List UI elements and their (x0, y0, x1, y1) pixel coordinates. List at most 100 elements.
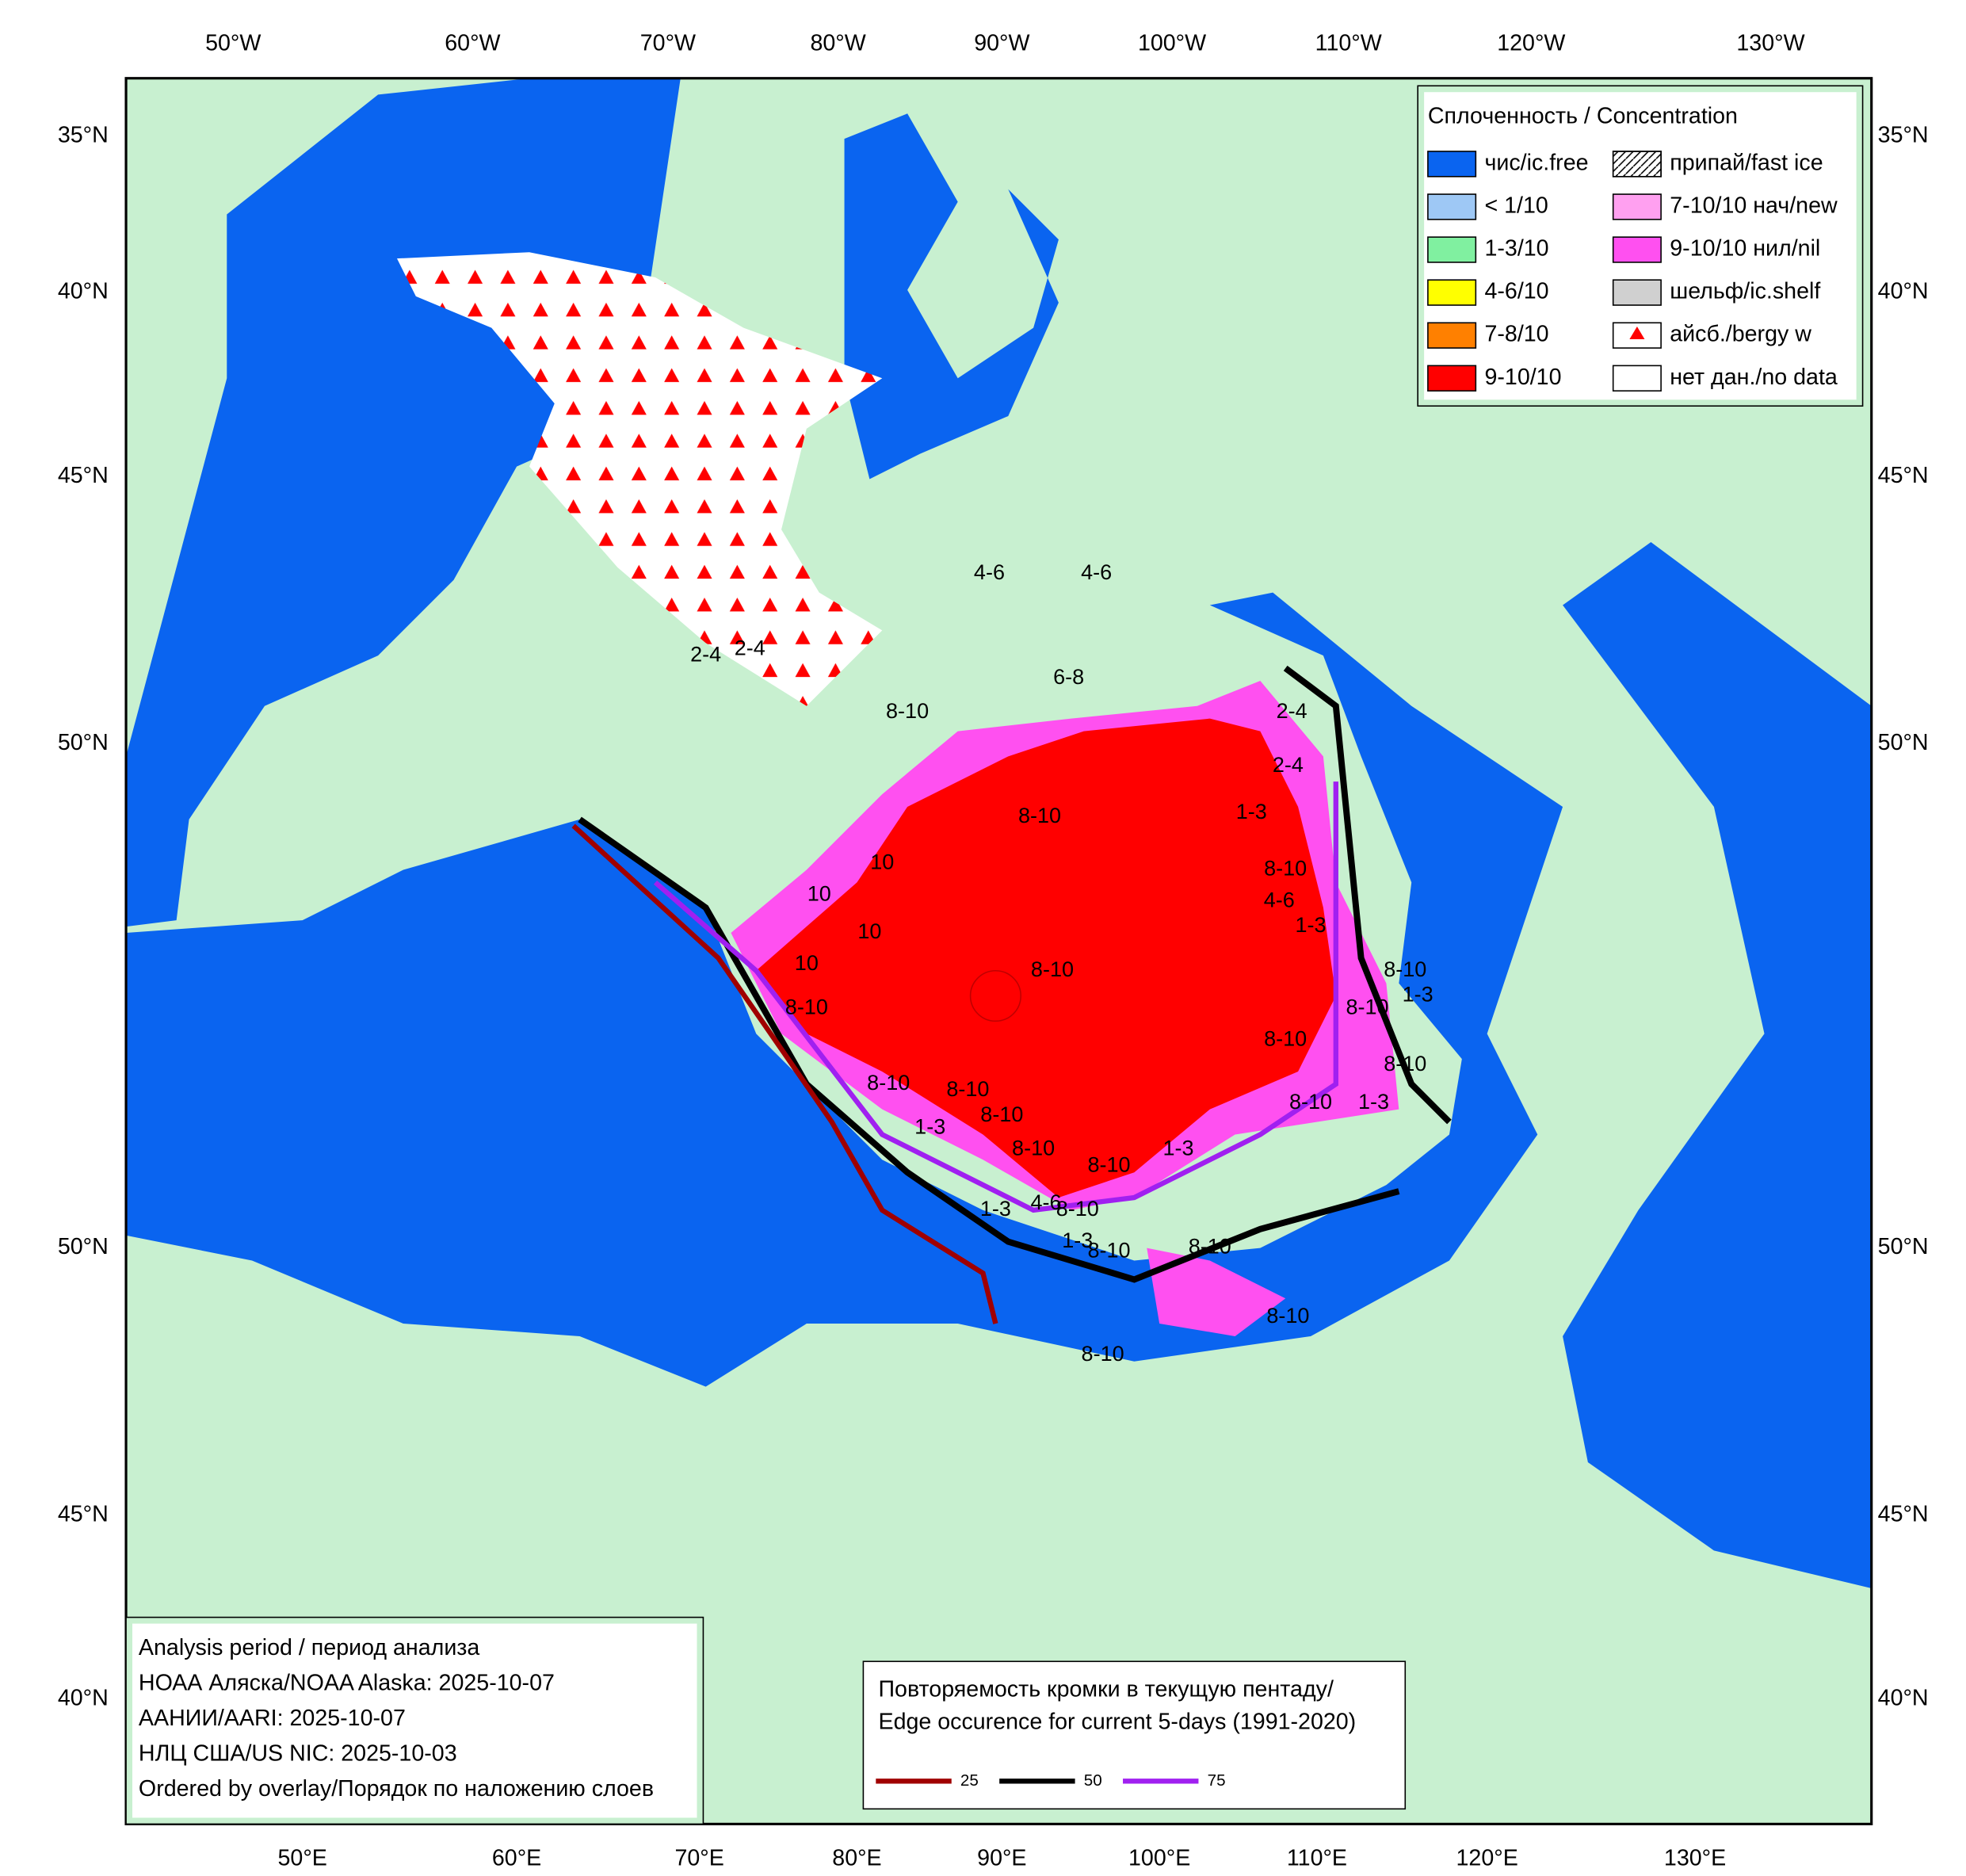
ice-label: 4-6 (1030, 1190, 1061, 1214)
legend-label: 9-10/10 нил/nil (1670, 236, 1820, 262)
legend-label: 7-8/10 (1484, 322, 1548, 347)
ice-label: 8-10 (1082, 1342, 1124, 1366)
edge-legend (862, 1660, 1407, 1810)
ice-9-10 (756, 718, 1336, 1198)
ice-label: 8-10 (785, 995, 828, 1019)
legend-label: айсб./bergy w (1670, 322, 1811, 347)
legend-swatch (1427, 193, 1477, 220)
ice-label: 8-10 (1018, 804, 1061, 827)
lat-label: 50°N (58, 1234, 109, 1259)
edge-legend-title: Edge occurence for current 5-days (1991-… (878, 1710, 1356, 1735)
legend-swatch (1612, 279, 1662, 306)
ice-label: 8-10 (980, 1102, 1023, 1126)
nilas (1147, 1247, 1286, 1336)
ice-label: 8-10 (1264, 857, 1307, 881)
legend-swatch (1612, 365, 1662, 392)
lon-label: 120°E (1456, 1846, 1518, 1871)
info-line: ААНИИ/AARI: 2025-10-07 (139, 1706, 406, 1731)
ocean (126, 592, 1563, 1387)
pole (969, 969, 1022, 1022)
edge-legend-label: 25 (960, 1771, 979, 1790)
lon-label: 70°E (674, 1846, 723, 1871)
ice-label: 8-10 (867, 1071, 910, 1095)
ice-label: 2-4 (690, 642, 721, 666)
lon-label: 90°E (977, 1846, 1026, 1871)
lat-label: 45°N (1878, 1501, 1929, 1526)
ice-label: 8-10 (946, 1077, 989, 1101)
lon-label: 80°E (832, 1846, 881, 1871)
ice-label: 8-10 (1087, 1152, 1130, 1176)
ice-label: 10 (795, 951, 819, 975)
lon-label: 130°E (1664, 1846, 1726, 1871)
legend-swatch (1427, 236, 1477, 263)
edge-legend-title: Повторяемость кромки в текущую пентаду/ (878, 1676, 1333, 1702)
lat-label: 50°N (58, 730, 109, 755)
ice-label: 8-10 (1289, 1090, 1332, 1114)
edge-75 (653, 781, 1338, 1213)
ice-label: 10 (807, 881, 831, 905)
edge-50 (578, 816, 1400, 1283)
info-line: НОАА Аляска/NOAA Alaska: 2025-10-07 (139, 1670, 555, 1695)
lat-label: 40°N (58, 279, 109, 304)
ice-label: 1-3 (1162, 1137, 1193, 1160)
lat-label: 40°N (58, 1686, 109, 1711)
lon-label: 70°W (640, 30, 696, 55)
ice-label: 1-3 (1062, 1228, 1093, 1252)
lon-label: 130°W (1736, 30, 1804, 55)
ice-label: 1-3 (914, 1115, 945, 1139)
map-frame (124, 77, 1873, 1826)
ice-label: 1-3 (1295, 913, 1326, 937)
lat-label: 45°N (1878, 463, 1929, 488)
edge-legend-label: 50 (1084, 1771, 1102, 1790)
lat-label: 40°N (1878, 1686, 1929, 1711)
info-line: Ordered by overlay/Порядок по наложению … (139, 1776, 654, 1801)
ice-label: 10 (857, 919, 881, 943)
ice-label: 8-10 (1087, 1239, 1130, 1263)
legend-title: Сплоченность / Concentration (1428, 104, 1738, 129)
lon-label: 100°W (1138, 30, 1206, 55)
legend: Сплоченность / Concentration чис/ic.free… (1417, 85, 1864, 407)
ice-label: 4-6 (1264, 888, 1295, 911)
ice-label: 4-6 (1081, 560, 1112, 584)
lon-label: 100°E (1128, 1846, 1190, 1871)
lat-label: 35°N (58, 122, 109, 147)
ice-label: 2-4 (735, 636, 765, 659)
legend-label: 9-10/10 (1484, 365, 1561, 390)
ice-label: 8-10 (1384, 1052, 1426, 1076)
info-line: НЛЦ США/US NIC: 2025-10-03 (139, 1741, 457, 1767)
info-box (125, 1616, 704, 1825)
bergy-water (396, 252, 883, 706)
ice-label: 2-4 (1277, 699, 1307, 723)
ice-label: 8-10 (1031, 957, 1074, 981)
lon-label: 50°E (278, 1846, 327, 1871)
edge-legend-label: 75 (1208, 1771, 1226, 1790)
ice-label: 8-10 (1056, 1197, 1099, 1221)
legend-swatch (1427, 279, 1477, 306)
legend-label: 7-10/10 нач/new (1670, 193, 1838, 219)
lat-label: 35°N (1878, 122, 1929, 147)
ice-label: 1-3 (1358, 1090, 1389, 1114)
lon-label: 50°W (205, 30, 261, 55)
edge-50 (1283, 665, 1452, 1125)
legend-label: < 1/10 (1484, 193, 1548, 219)
ice-label: 8-10 (1346, 995, 1389, 1019)
ice-label: 1-3 (1403, 983, 1433, 1007)
bay (844, 113, 1059, 480)
lon-label: 60°W (445, 30, 500, 55)
ice-label: 6-8 (1053, 665, 1084, 689)
lon-label: 120°W (1497, 30, 1565, 55)
ice-label: 4-6 (974, 560, 1005, 584)
lon-label: 110°W (1315, 30, 1382, 55)
ice-label: 1-3 (980, 1197, 1011, 1221)
legend-swatch (1612, 236, 1662, 263)
ice-label: 8-10 (886, 699, 929, 723)
ocean (1563, 542, 1872, 1589)
info-inner (132, 1623, 697, 1818)
ice-label: 8-10 (1189, 1235, 1231, 1259)
info-line: Analysis period / период анализа (139, 1635, 479, 1660)
lat-label: 45°N (58, 463, 109, 488)
legend-label: припай/fast ice (1670, 150, 1823, 175)
lon-label: 90°W (974, 30, 1029, 55)
